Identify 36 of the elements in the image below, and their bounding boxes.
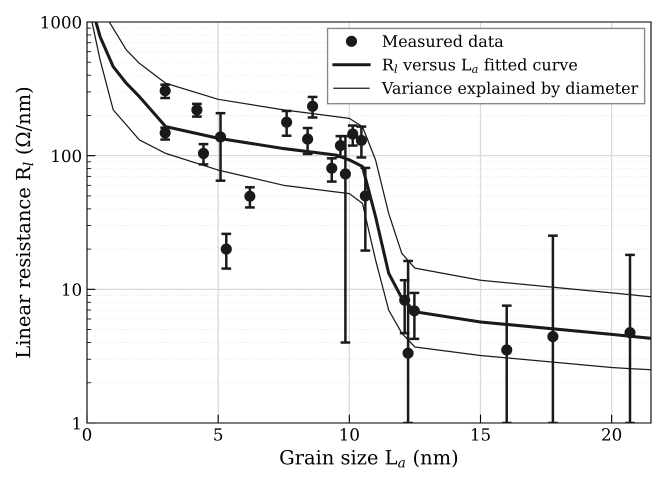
point	[501, 344, 512, 356]
x-tick-label: 10	[340, 428, 359, 441]
point	[547, 331, 558, 342]
point	[302, 134, 314, 145]
point	[160, 85, 171, 96]
x-tick-label: 15	[472, 428, 490, 441]
point	[214, 131, 226, 143]
legend-label: Measured data	[382, 34, 504, 48]
point	[191, 104, 202, 116]
x-tick-label: 5	[214, 428, 222, 441]
y-tick-label: 1000	[42, 16, 82, 29]
point	[198, 148, 210, 159]
point	[340, 168, 351, 180]
point	[307, 100, 318, 112]
x-axis-title: Grain size L$_{a}$ (nm)	[280, 450, 458, 468]
point	[399, 294, 410, 306]
x-tick-label: 20	[602, 428, 622, 441]
point	[220, 244, 232, 255]
point	[347, 128, 358, 140]
point	[356, 134, 367, 146]
y-tick-label: 10	[62, 283, 82, 296]
point	[334, 140, 346, 152]
y-tick-label: 1	[74, 416, 80, 430]
legend-label: Variance explained by diameter	[382, 82, 638, 98]
point	[326, 162, 338, 174]
legend-label: R$_{l}$ versus L$_{a}$ fitted curve	[382, 58, 578, 73]
point	[360, 190, 371, 202]
y-axis-title: Linear resistance R$_{l}$ (Ω/nm)	[15, 88, 34, 358]
point	[408, 305, 420, 316]
point	[244, 190, 256, 202]
x-tick-label: 0	[82, 428, 92, 441]
y-tick-label: 100	[52, 150, 82, 162]
point	[281, 116, 292, 128]
point	[402, 348, 414, 359]
point	[160, 127, 171, 138]
point	[624, 327, 636, 338]
